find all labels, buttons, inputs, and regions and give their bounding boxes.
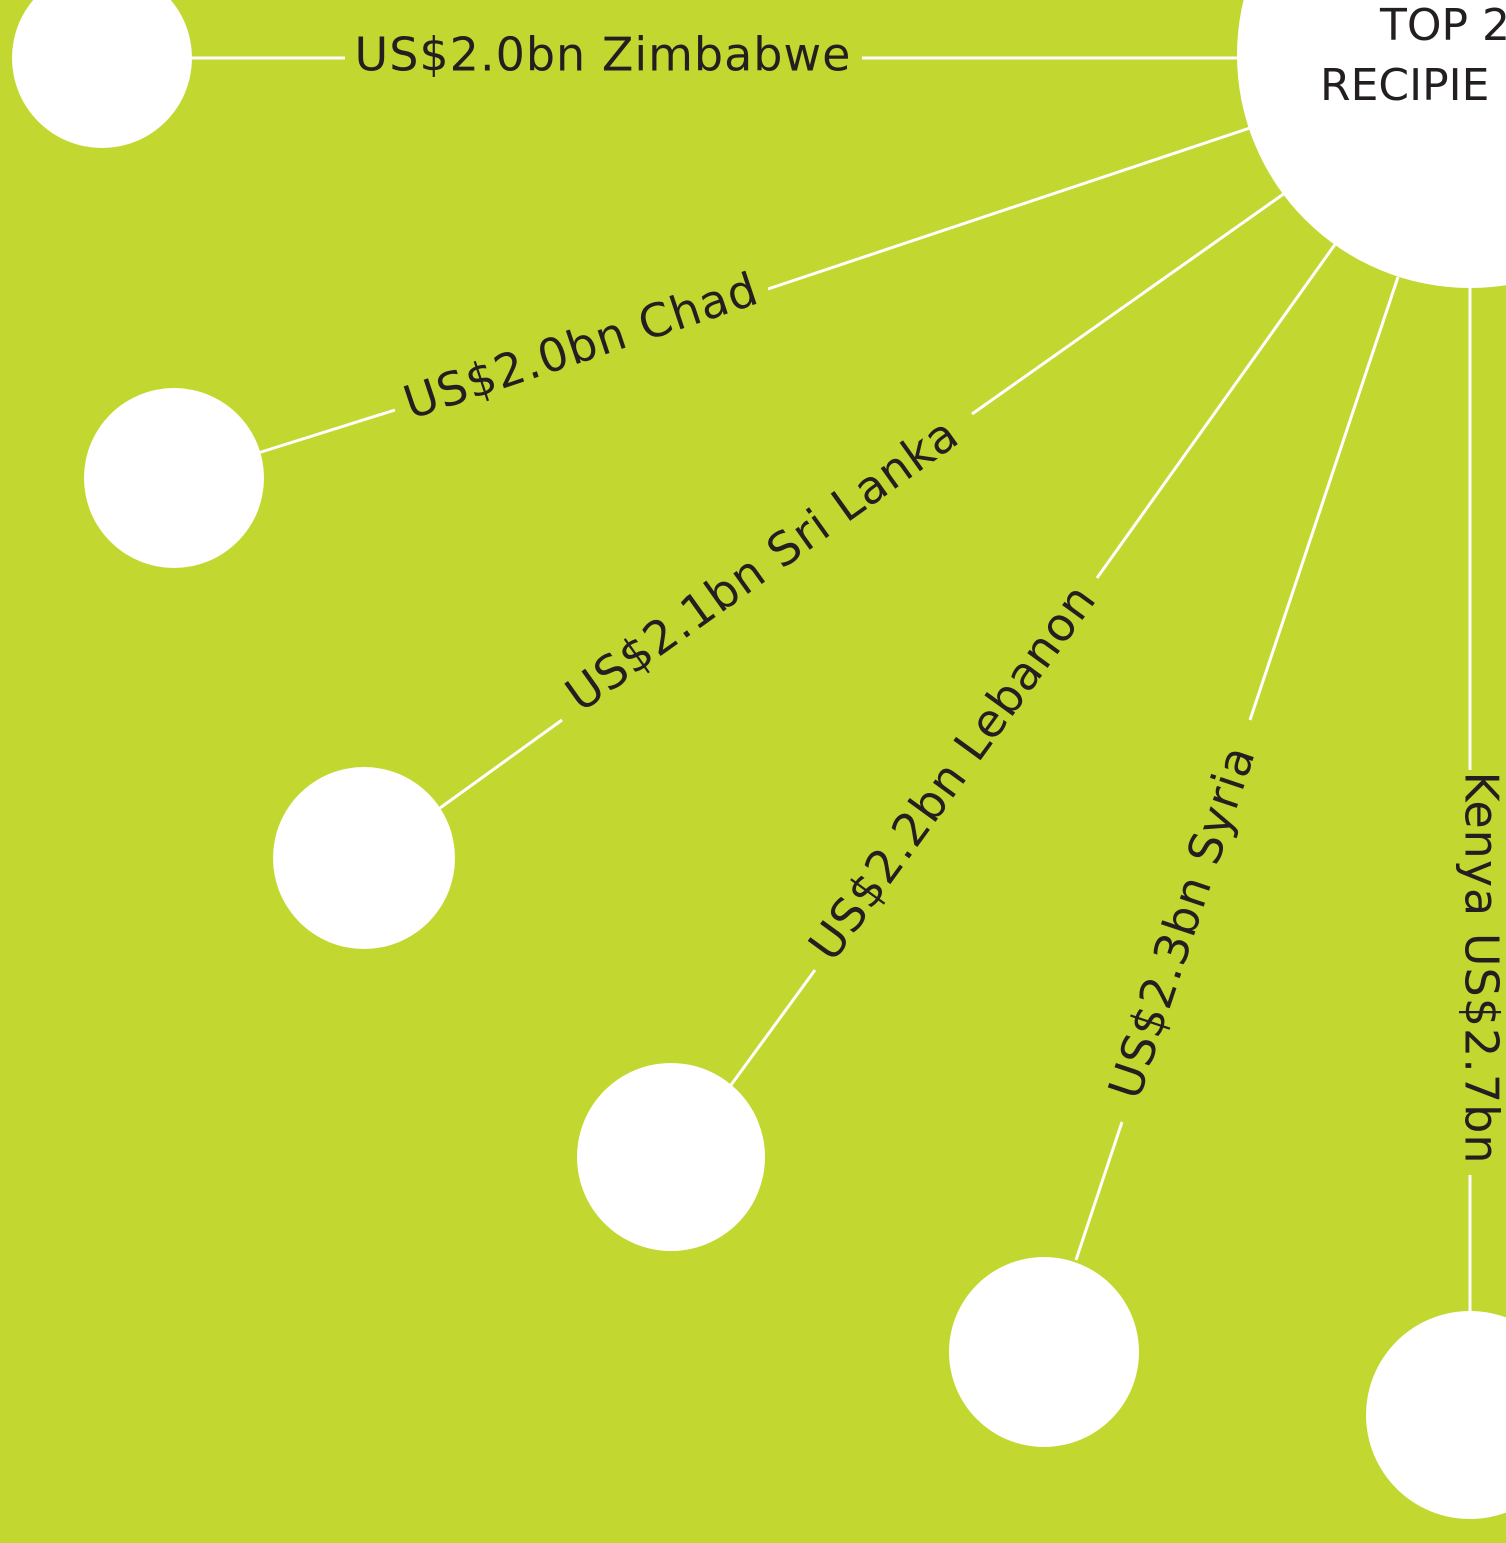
node-sri-lanka (273, 767, 455, 949)
connector-syria-left (1074, 1121, 1124, 1261)
hub-title-line2: RECIPIE (1320, 60, 1489, 111)
node-chad (84, 388, 264, 568)
connector-chad-right (767, 126, 1251, 291)
node-kenya (1366, 1311, 1506, 1519)
node-zimbabwe (12, 0, 192, 148)
node-lebanon (577, 1063, 765, 1251)
nodes (12, 0, 1506, 1519)
connector-chad-left (257, 408, 396, 455)
connector-lebanon-right (1095, 242, 1338, 579)
hub-node (1237, 0, 1506, 288)
label-kenya: Kenya US$2.7bn (1455, 771, 1506, 1164)
connector-sri-lanka-left (439, 718, 563, 810)
hub-title-line1: TOP 2 (1379, 0, 1506, 51)
node-syria (949, 1257, 1139, 1447)
connector-lines (190, 56, 1472, 1315)
connector-lebanon-left (729, 969, 817, 1086)
connector-syria-right (1248, 276, 1400, 721)
label-zimbabwe: US$2.0bn Zimbabwe (355, 28, 852, 82)
connector-sri-lanka-right (971, 191, 1286, 416)
